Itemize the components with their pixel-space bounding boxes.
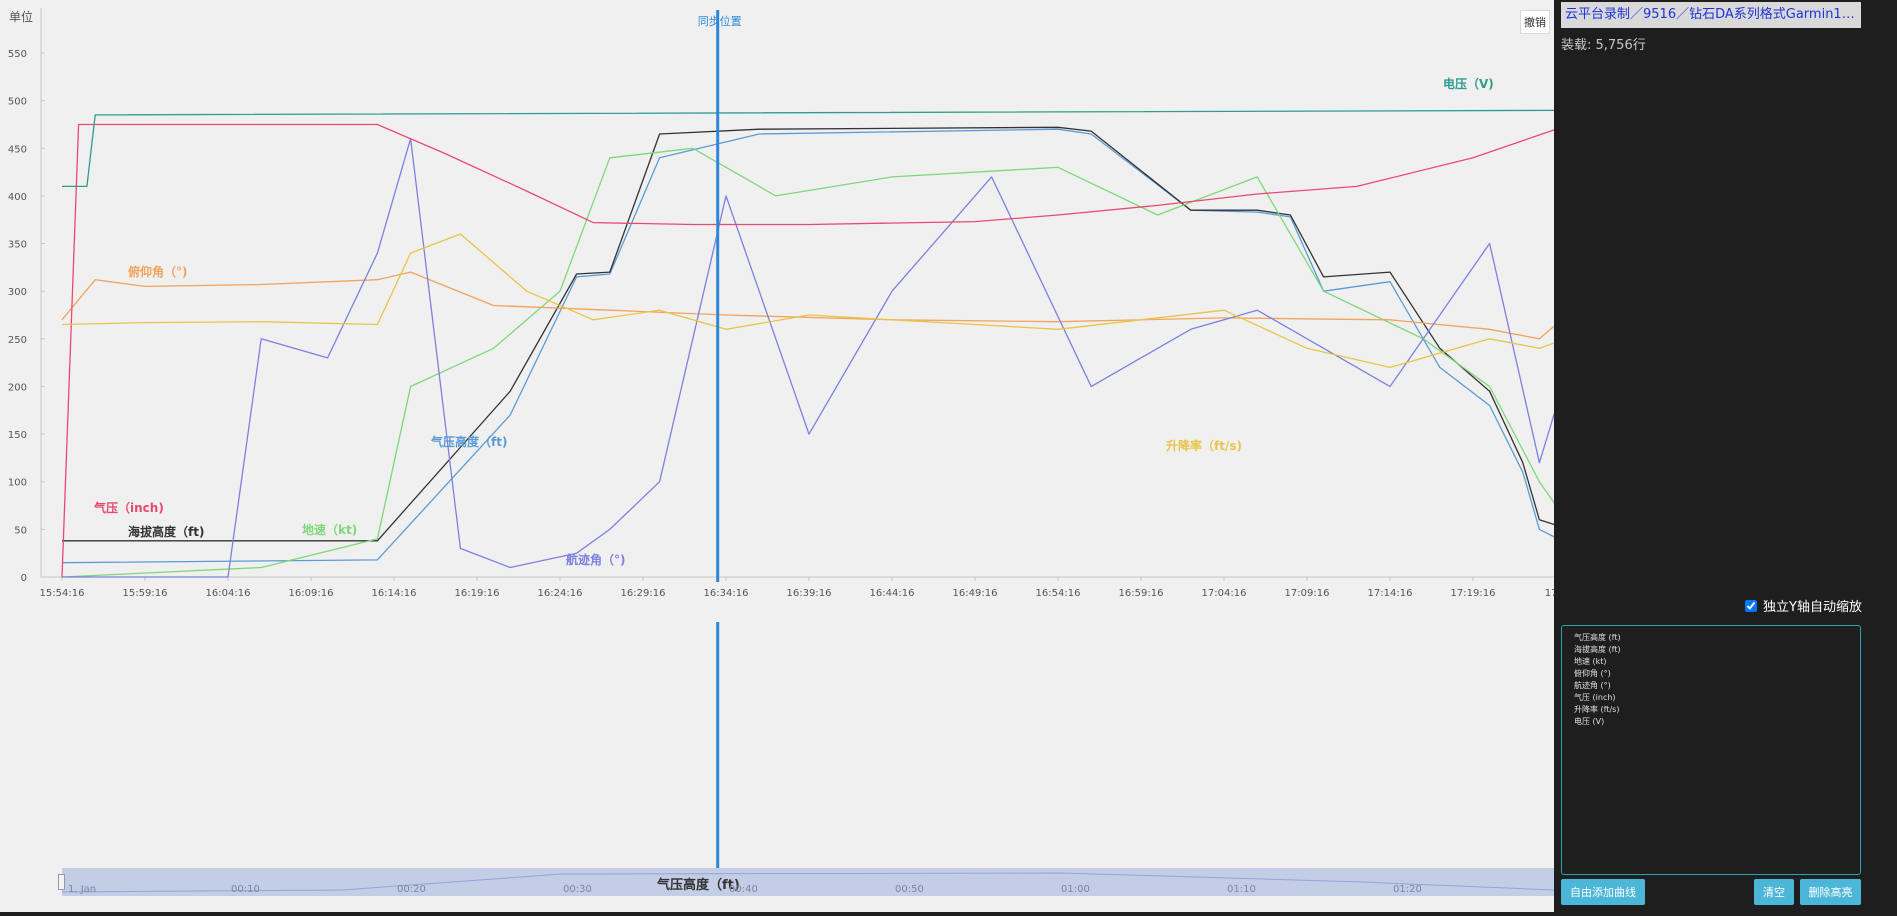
y-tick-label: 0 bbox=[21, 573, 27, 584]
overview-tick: 00:30 bbox=[563, 884, 592, 895]
y-tick-label: 450 bbox=[8, 144, 27, 155]
y-tick-label: 150 bbox=[8, 430, 27, 441]
series-label-ground-speed: 地速（kt) bbox=[302, 523, 358, 537]
overview-tick: 01:20 bbox=[1393, 884, 1422, 895]
curve-list-item[interactable]: 地速 (kt) bbox=[1574, 657, 1607, 666]
x-tick-label: 16:54:16 bbox=[1036, 588, 1081, 599]
curve-list-item[interactable]: 气压 (inch) bbox=[1574, 693, 1616, 702]
overview-tick: 1. Jan bbox=[68, 884, 97, 895]
series-label-voltage: 电压（V) bbox=[1443, 77, 1494, 91]
x-tick-label: 16:19:16 bbox=[455, 588, 500, 599]
y-tick-label: 50 bbox=[14, 525, 27, 536]
curve-list-item[interactable]: 海拔高度 (ft) bbox=[1574, 645, 1621, 654]
auto-scale-toggle[interactable]: 独立Y轴自动缩放 bbox=[1745, 596, 1862, 615]
x-tick-label: 15:59:16 bbox=[123, 588, 168, 599]
y-tick-label: 200 bbox=[8, 382, 27, 393]
overview-title: 气压高度（ft) bbox=[657, 878, 740, 893]
series-label-vertical-speed: 升降率（ft/s) bbox=[1166, 439, 1242, 453]
curve-list-item[interactable]: 气压高度 (ft) bbox=[1574, 633, 1621, 642]
curve-list-box[interactable]: 气压高度 (ft) 海拔高度 (ft) 地速 (kt) 俯仰角 (°) 航迹角 … bbox=[1561, 625, 1861, 875]
x-tick-label: 17:14:16 bbox=[1368, 588, 1413, 599]
x-tick-label: 17:2 bbox=[1545, 588, 1554, 599]
y-tick-label: 300 bbox=[8, 287, 27, 298]
series-label-pressure-altitude: 气压高度（ft) bbox=[431, 435, 508, 449]
x-tick-label: 16:09:16 bbox=[289, 588, 334, 599]
y-axis-unit-label: 单位 bbox=[9, 10, 34, 24]
file-title-link[interactable]: 云平台录制／9516／钻石DA系列格式Garmin1000... bbox=[1561, 2, 1861, 28]
curve-list-item[interactable]: 升降率 (ft/s) bbox=[1574, 705, 1620, 714]
x-tick-label: 16:49:16 bbox=[953, 588, 998, 599]
curve-list-item[interactable]: 俯仰角 (°) bbox=[1574, 669, 1611, 678]
auto-scale-checkbox[interactable] bbox=[1745, 599, 1757, 612]
y-tick-label: 400 bbox=[8, 192, 27, 203]
chart-panel[interactable]: 0 50 100 150 200 250 300 350 400 450 500 550 15:54:1… bbox=[0, 0, 1554, 912]
sync-position-label: 同步位置 bbox=[697, 15, 742, 28]
overview-tick: 00:50 bbox=[895, 884, 924, 895]
x-tick-label: 17:04:16 bbox=[1202, 588, 1247, 599]
x-tick-label: 15:54:16 bbox=[40, 588, 85, 599]
remove-highlight-button[interactable]: 删除高亮 bbox=[1800, 879, 1861, 905]
series-label-altitude: 海拔高度（ft) bbox=[128, 525, 205, 539]
series-line-2 bbox=[61, 147, 1554, 578]
overview-navigator[interactable] bbox=[61, 868, 1554, 896]
overview-tick: 00:40 bbox=[729, 884, 758, 895]
x-tick-label: 16:24:16 bbox=[538, 588, 583, 599]
series-line-7 bbox=[62, 109, 1554, 188]
overview-range-handle[interactable] bbox=[58, 874, 65, 890]
x-tick-label: 16:34:16 bbox=[704, 588, 749, 599]
main-chart[interactable]: 0 50 100 150 200 250 300 350 400 450 500 550 15:54:1… bbox=[0, 0, 1554, 912]
y-tick-label: 500 bbox=[8, 97, 27, 108]
series-label-pitch: 俯仰角（°) bbox=[128, 265, 188, 279]
clear-button[interactable]: 清空 bbox=[1754, 879, 1794, 905]
overview-tick: 01:10 bbox=[1227, 884, 1256, 895]
series-label-baro-pressure: 气压（inch) bbox=[94, 501, 164, 515]
load-info: 装载: 5,756行 bbox=[1561, 38, 1646, 53]
series-label-track-angle: 航迹角（°) bbox=[566, 553, 626, 567]
x-tick-label: 16:44:16 bbox=[870, 588, 915, 599]
add-curve-button[interactable]: 自由添加曲线 bbox=[1561, 879, 1645, 905]
x-tick-label: 16:39:16 bbox=[787, 588, 832, 599]
curve-list-item[interactable]: 电压 (V) bbox=[1574, 717, 1605, 726]
y-tick-label: 350 bbox=[8, 240, 27, 251]
overview-tick: 00:20 bbox=[397, 884, 426, 895]
undo-button[interactable]: 撤销 bbox=[1520, 10, 1550, 34]
series-line-4 bbox=[62, 138, 1554, 578]
x-tick-label: 16:14:16 bbox=[372, 588, 417, 599]
x-tick-label: 17:09:16 bbox=[1285, 588, 1330, 599]
series-line-5 bbox=[61, 123, 1554, 578]
y-tick-label: 550 bbox=[8, 49, 27, 60]
overview-tick: 00:10 bbox=[231, 884, 260, 895]
x-tick-label: 17:19:16 bbox=[1451, 588, 1496, 599]
overview-sparkline bbox=[61, 872, 1554, 893]
y-tick-label: 100 bbox=[8, 478, 27, 489]
overview-tick: 01:00 bbox=[1061, 884, 1090, 895]
y-tick-label: 250 bbox=[8, 335, 27, 346]
curve-list-item[interactable]: 航迹角 (°) bbox=[1574, 681, 1611, 690]
series-line-3 bbox=[61, 271, 1554, 340]
x-tick-label: 16:29:16 bbox=[621, 588, 666, 599]
x-tick-label: 16:59:16 bbox=[1119, 588, 1164, 599]
series-line-6 bbox=[61, 233, 1554, 369]
auto-scale-label: 独立Y轴自动缩放 bbox=[1763, 600, 1862, 615]
x-tick-label: 16:04:16 bbox=[206, 588, 251, 599]
series-line-1 bbox=[62, 126, 1554, 542]
